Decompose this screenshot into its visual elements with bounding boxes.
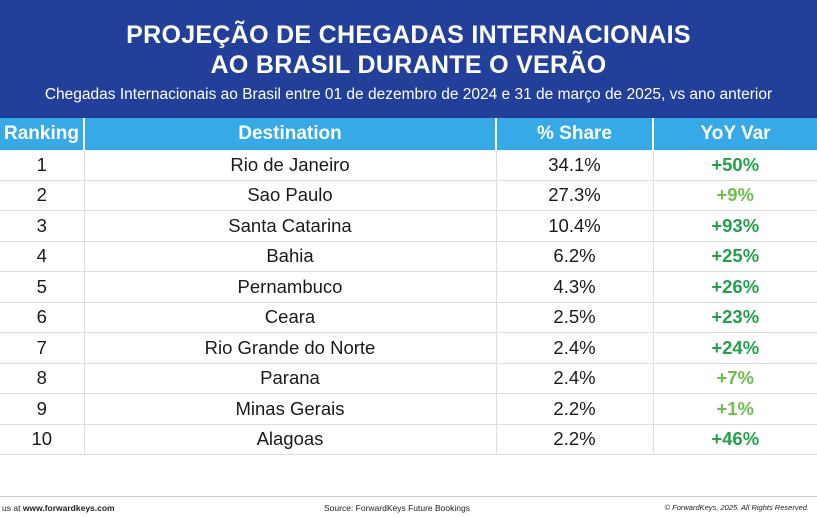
footer-prefix: us at [2,503,21,513]
share-cell: 2.2% [495,424,653,455]
yoy-cell: +24% [652,332,817,364]
share-cell: 6.2% [495,241,653,272]
yoy-cell: +26% [652,271,817,303]
yoy-cell: +7% [652,363,817,394]
destination-cell: Pernambuco [83,271,496,303]
table-header-row: Ranking Destination % Share YoY Var [0,118,817,150]
share-cell: 2.5% [495,302,653,333]
table-row: 3 Santa Catarina 10.4% +93% [0,210,817,242]
column-header-share: % Share [495,118,653,150]
yoy-cell: +1% [652,393,817,425]
rank-cell: 5 [0,271,84,303]
page-subtitle: Chegadas Internacionais ao Brasil entre … [44,86,773,103]
share-cell: 10.4% [495,210,653,242]
rank-cell: 1 [0,150,84,181]
footer-copyright: © ForwardKeys, 2025. All Rights Reserved… [664,503,809,512]
table-row: 4 Bahia 6.2% +25% [0,241,817,272]
table-row: 6 Ceara 2.5% +23% [0,302,817,333]
destination-cell: Ceara [83,302,496,333]
table-row: 10 Alagoas 2.2% +46% [0,424,817,455]
destination-cell: Santa Catarina [83,210,496,242]
rank-cell: 4 [0,241,84,272]
footer: us at www.forwardkeys.com Source: Forwar… [0,496,817,517]
rank-cell: 10 [0,424,84,455]
share-cell: 4.3% [495,271,653,303]
column-header-destination: Destination [83,118,496,150]
table-row: 8 Parana 2.4% +7% [0,363,817,394]
yoy-cell: +93% [652,210,817,242]
yoy-cell: +25% [652,241,817,272]
table-row: 5 Pernambuco 4.3% +26% [0,271,817,303]
destination-cell: Rio de Janeiro [83,150,496,181]
rank-cell: 8 [0,363,84,394]
header-banner: PROJEÇÃO DE CHEGADAS INTERNACIONAIS AO B… [0,0,817,118]
destination-cell: Rio Grande do Norte [83,332,496,364]
ranking-table-container: Ranking Destination % Share YoY Var 1 Rio… [0,118,817,455]
page-title-line-2: AO BRASIL DURANTE O VERÃO [210,51,607,79]
table-row: 2 Sao Paulo 27.3% +9% [0,180,817,211]
yoy-cell: +9% [652,180,817,211]
rank-cell: 2 [0,180,84,211]
table-body: 1 Rio de Janeiro 34.1% +50% 2 Sao Paulo 27.3% +… [0,150,817,455]
share-cell: 2.4% [495,363,653,394]
rank-cell: 6 [0,302,84,333]
footer-website: us at www.forwardkeys.com [2,503,115,513]
share-cell: 2.4% [495,332,653,364]
destination-cell: Parana [83,363,496,394]
yoy-cell: +46% [652,424,817,455]
yoy-cell: +23% [652,302,817,333]
destination-cell: Sao Paulo [83,180,496,211]
rank-cell: 9 [0,393,84,425]
destination-cell: Bahia [83,241,496,272]
column-header-yoy: YoY Var [652,118,817,150]
destination-cell: Alagoas [83,424,496,455]
destination-cell: Minas Gerais [83,393,496,425]
footer-url: www.forwardkeys.com [22,503,115,513]
column-header-ranking: Ranking [0,118,84,150]
share-cell: 2.2% [495,393,653,425]
rank-cell: 3 [0,210,84,242]
footer-source: Source: ForwardKeys Future Bookings [324,503,470,513]
ranking-table: Ranking Destination % Share YoY Var 1 Rio… [0,118,817,455]
yoy-cell: +50% [652,150,817,181]
rank-cell: 7 [0,332,84,364]
share-cell: 27.3% [495,180,653,211]
page-title-line-1: PROJEÇÃO DE CHEGADAS INTERNACIONAIS [126,21,691,49]
table-row: 1 Rio de Janeiro 34.1% +50% [0,150,817,181]
share-cell: 34.1% [495,150,653,181]
table-row: 9 Minas Gerais 2.2% +1% [0,393,817,425]
table-row: 7 Rio Grande do Norte 2.4% +24% [0,332,817,364]
